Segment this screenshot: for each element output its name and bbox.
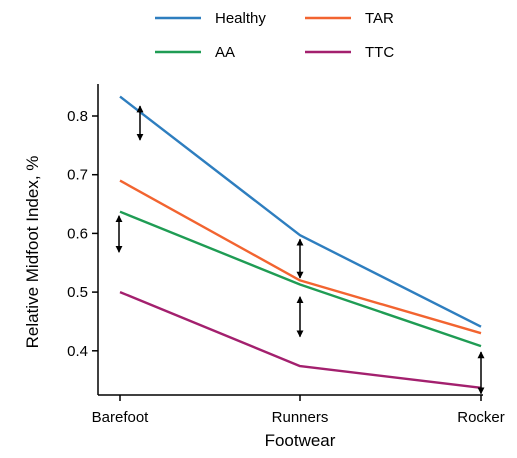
x-tick-label: Runners bbox=[272, 409, 329, 426]
legend-label-aa: AA bbox=[215, 44, 235, 61]
legend-label-tar: TAR bbox=[365, 10, 394, 27]
legend-label-healthy: Healthy bbox=[215, 10, 266, 27]
series-line-aa bbox=[119, 210, 482, 348]
y-tick-label: 0.7 bbox=[67, 167, 88, 184]
y-tick-label: 0.5 bbox=[67, 284, 88, 301]
y-tick-label: 0.8 bbox=[67, 108, 88, 125]
y-axis-title: Relative Midfoot Index, % bbox=[23, 156, 42, 349]
series-line-tar bbox=[119, 179, 482, 335]
axes: 0.4 0.5 0.6 0.7 0.8 Barefoot Runners Rocker bbox=[67, 84, 505, 426]
y-tick-label: 0.6 bbox=[67, 225, 88, 242]
series-line-healthy bbox=[119, 95, 482, 328]
annotations bbox=[115, 105, 485, 395]
y-tick-label: 0.4 bbox=[67, 343, 88, 360]
legend: Healthy TAR AA TTC bbox=[155, 10, 394, 61]
x-tick-label: Rocker bbox=[457, 409, 505, 426]
series-line-ttc bbox=[119, 290, 482, 389]
legend-label-ttc: TTC bbox=[365, 44, 394, 61]
x-axis-title: Footwear bbox=[265, 431, 336, 450]
series-lines bbox=[119, 95, 482, 389]
x-tick-label: Barefoot bbox=[92, 409, 150, 426]
